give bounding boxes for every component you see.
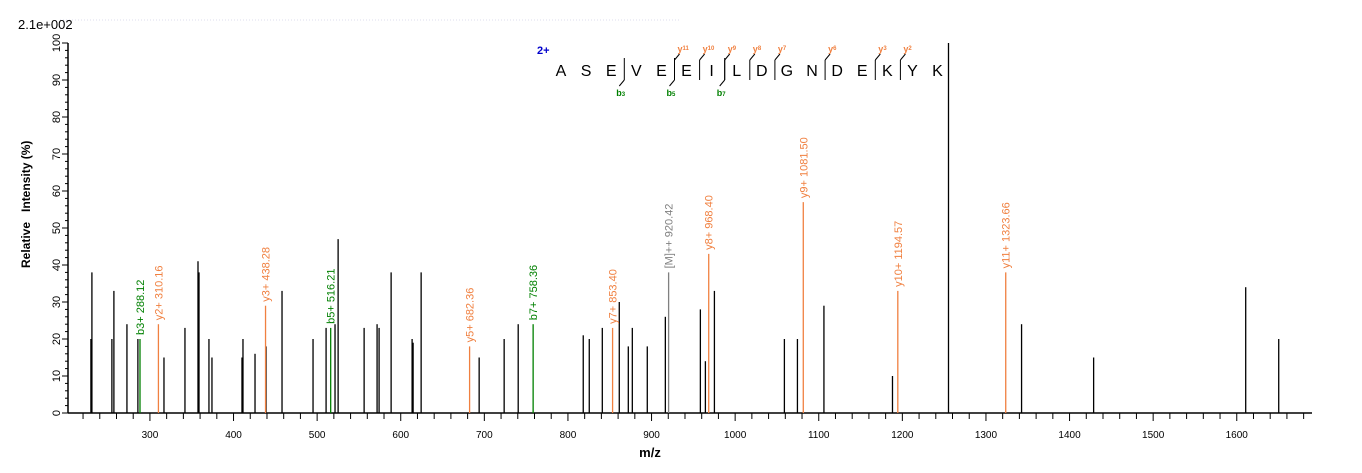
y-ion-number: 10 xyxy=(708,46,715,52)
y-tick-label: 30 xyxy=(51,296,63,308)
b-ion-label: b5 xyxy=(667,88,677,98)
b-ion-label: b3 xyxy=(616,88,626,98)
b-ion-number: 5 xyxy=(672,92,676,98)
residue: S xyxy=(581,63,592,80)
y-tick-label: 0 xyxy=(51,410,63,416)
residue: E xyxy=(656,63,667,80)
x-tick-label: 800 xyxy=(560,430,577,441)
y-ion-label: y10 xyxy=(703,44,715,54)
x-tick-label: 400 xyxy=(225,430,242,441)
residue: N xyxy=(806,63,818,80)
peak-annotation: y3+ 438.28 xyxy=(261,247,273,302)
x-tick-label: 1000 xyxy=(724,430,747,441)
residue: E xyxy=(606,63,617,80)
y-ion-label: y3 xyxy=(878,44,887,54)
y-tick-label: 20 xyxy=(51,333,63,345)
b-ion-number: 7 xyxy=(722,92,726,98)
y-ion-label: y2 xyxy=(903,44,912,54)
y-ion-number: 8 xyxy=(758,46,762,52)
residue: K xyxy=(882,63,893,80)
peak-annotation: y10+ 1194.57 xyxy=(893,221,905,287)
residue: A xyxy=(556,63,567,80)
y-cleavage-mark xyxy=(674,53,680,61)
y-ion-number: 11 xyxy=(683,46,690,52)
residue: I xyxy=(709,63,713,80)
y-cleavage-mark xyxy=(774,53,781,61)
peak-annotation: y11+ 1323.66 xyxy=(1001,202,1013,268)
y-tick-label: 80 xyxy=(51,111,63,123)
residue: D xyxy=(831,63,843,80)
y-ion-number: 6 xyxy=(833,46,837,52)
y-cleavage-mark xyxy=(874,53,881,61)
y-ion-label: y11 xyxy=(678,44,690,54)
y-ion-label: y6 xyxy=(828,44,837,54)
b-cleavage-mark xyxy=(618,79,625,87)
residue: V xyxy=(631,63,642,80)
y-cleavage-mark xyxy=(900,53,906,61)
residue: K xyxy=(932,63,943,80)
y-cleavage-mark xyxy=(824,53,831,61)
x-tick-label: 900 xyxy=(643,430,660,441)
y-tick-label: 10 xyxy=(51,370,63,382)
y-ion-label: y9 xyxy=(728,44,737,54)
peak-annotation: y9+ 1081.50 xyxy=(798,137,810,198)
b-cleavage-mark xyxy=(719,79,726,87)
b-cleavage-mark xyxy=(669,79,675,87)
y-tick-label: 70 xyxy=(51,148,63,160)
y-tick-label: 100 xyxy=(51,34,63,52)
y-cleavage-mark xyxy=(724,53,731,61)
x-tick-label: 700 xyxy=(476,430,493,441)
x-tick-label: 1500 xyxy=(1142,430,1165,441)
x-axis-label: m/z xyxy=(639,445,661,460)
peaks xyxy=(90,43,1280,413)
x-tick-label: 300 xyxy=(142,430,159,441)
y-ion-number: 3 xyxy=(883,46,887,52)
x-tick-label: 1200 xyxy=(891,430,914,441)
x-tick-label: 1100 xyxy=(808,430,830,441)
scale-label: 2.1e+002 xyxy=(18,17,73,32)
residue: E xyxy=(681,63,692,80)
residue: E xyxy=(857,63,868,80)
y-ion-number: 2 xyxy=(908,46,912,52)
residue: Y xyxy=(907,63,918,80)
x-tick-label: 1600 xyxy=(1226,430,1249,441)
peak-labels: b3+ 288.12 y2+ 310.16 y3+ 438.28 b5+ 516.21… xyxy=(135,137,1013,342)
b-ion-label: b7 xyxy=(717,88,727,98)
residue: G xyxy=(781,63,793,80)
y-cleavage-mark xyxy=(699,53,705,61)
y-ion-label: y7 xyxy=(778,44,787,54)
x-tick-label: 600 xyxy=(392,430,409,441)
charge-state: 2+ xyxy=(537,45,550,57)
x-tick-label: 500 xyxy=(309,430,326,441)
y-ion-number: 9 xyxy=(733,46,737,52)
x-tick-label: 1300 xyxy=(975,430,998,441)
peak-annotation: y5+ 682.36 xyxy=(465,288,477,343)
peak-annotation: [M]++ 920.42 xyxy=(664,204,676,269)
y-tick-label: 60 xyxy=(51,185,63,197)
b-ion-number: 3 xyxy=(622,92,626,98)
residue: L xyxy=(732,63,741,80)
peak-annotation: y8+ 968.40 xyxy=(704,195,716,250)
x-tick-label: 1400 xyxy=(1058,430,1081,441)
y-cleavage-mark xyxy=(749,53,756,61)
peak-annotation: y2+ 310.16 xyxy=(153,265,165,320)
peak-annotation: y7+ 853.40 xyxy=(608,269,620,324)
peak-annotation: b3+ 288.12 xyxy=(135,280,147,335)
y-tick-label: 90 xyxy=(51,74,63,86)
peak-annotation: b7+ 758.36 xyxy=(528,265,540,320)
y-ion-label: y8 xyxy=(753,44,762,54)
y-axis-label: Relative Intensity (%) xyxy=(19,141,33,268)
y-tick-label: 40 xyxy=(51,259,63,271)
y-tick-label: 50 xyxy=(51,222,63,234)
peak-annotation: b5+ 516.21 xyxy=(326,269,338,324)
axes: 300 400 500 600 700 800 900 1000 1100 1200 1300 140… xyxy=(51,34,1312,441)
y-ion-number: 7 xyxy=(783,46,787,52)
residue: D xyxy=(756,63,768,80)
